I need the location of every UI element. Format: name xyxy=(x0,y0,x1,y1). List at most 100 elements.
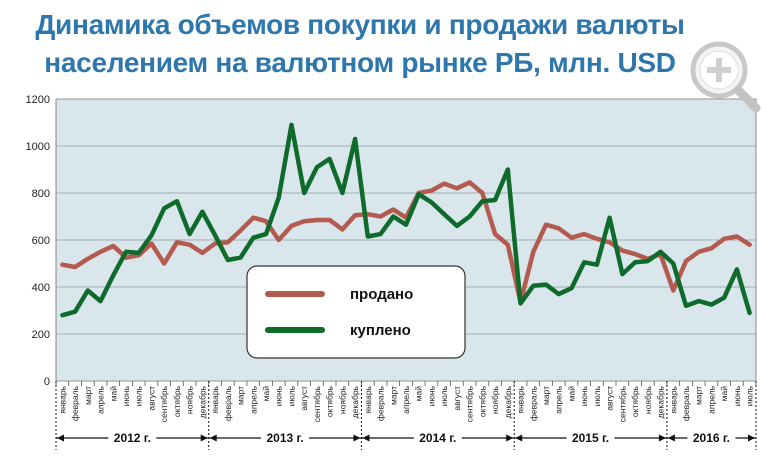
x-axis: январь февраль март апрель май июнь июль август… xyxy=(55,381,757,422)
year-arrow-left xyxy=(362,434,370,442)
y-tick-label: 1200 xyxy=(26,94,50,106)
data-point xyxy=(60,263,64,267)
data-point xyxy=(671,288,675,293)
year-arrow-right xyxy=(658,434,666,442)
data-point xyxy=(722,295,726,300)
data-point xyxy=(595,237,599,241)
x-tick-label: февраль xyxy=(376,385,386,421)
data-point xyxy=(162,206,166,210)
series-lines xyxy=(60,122,752,318)
year-label: 2013 г. xyxy=(267,431,304,445)
data-point xyxy=(391,207,395,212)
year-label: 2012 г. xyxy=(114,431,151,445)
year-label-bg xyxy=(108,429,157,447)
data-point xyxy=(684,259,688,263)
zoom-in-magnifier-icon[interactable] xyxy=(686,38,766,118)
data-point xyxy=(429,200,434,204)
data-point xyxy=(86,288,90,293)
year-label: 2016 г. xyxy=(693,431,730,445)
data-point xyxy=(162,261,166,266)
data-point xyxy=(226,240,230,244)
data-point xyxy=(353,137,357,141)
data-point xyxy=(264,219,268,223)
x-tick-label: июль xyxy=(439,385,449,406)
chart-title-line-1: Динамика объемов покупки и продажи валют… xyxy=(35,9,685,40)
year-brackets: 2012 г. 2013 г. 2014 г. 2015 г. 2016 г. xyxy=(55,381,757,450)
data-point xyxy=(340,227,344,232)
data-point xyxy=(226,258,230,262)
x-tick-label: март xyxy=(83,386,93,405)
x-tick-label: март xyxy=(388,386,398,405)
chart-title-line-2: населением на валютном рынке РБ, млн. US… xyxy=(44,47,676,78)
x-tick-label: февраль xyxy=(681,385,691,421)
data-point xyxy=(264,232,268,236)
data-point xyxy=(124,250,128,254)
data-point xyxy=(633,252,637,256)
data-point xyxy=(277,196,281,200)
data-point xyxy=(175,240,179,244)
x-tick-label: февраль xyxy=(528,385,538,421)
x-tick-label: декабрь xyxy=(350,385,360,418)
data-point xyxy=(378,214,383,219)
data-point xyxy=(633,260,637,264)
year-label-bg xyxy=(566,429,615,447)
data-point xyxy=(442,212,446,216)
x-tick-label: июль xyxy=(134,385,144,406)
x-tick-label: январь xyxy=(57,385,67,413)
x-tick-label: октябрь xyxy=(172,385,182,417)
data-point xyxy=(735,234,739,239)
data-point xyxy=(480,191,484,195)
data-point xyxy=(748,243,752,247)
data-point xyxy=(251,216,255,220)
data-point xyxy=(404,223,408,227)
data-point xyxy=(366,234,370,239)
x-tick-label: февраль xyxy=(223,385,233,421)
data-point xyxy=(328,218,332,222)
year-label-bg xyxy=(687,429,736,447)
data-point xyxy=(213,241,217,246)
x-tick-label: декабрь xyxy=(656,385,666,418)
year-arrow-right xyxy=(748,434,755,442)
x-tick-label: июнь xyxy=(579,385,589,406)
data-point xyxy=(506,243,510,247)
data-point xyxy=(582,260,586,264)
year-arrow-left xyxy=(57,434,64,442)
x-tick-label: декабрь xyxy=(503,385,513,418)
data-point xyxy=(544,223,548,227)
data-point xyxy=(709,246,714,250)
data-point xyxy=(544,283,548,287)
x-tick-label: октябрь xyxy=(325,385,335,417)
legend-label-sold: продано xyxy=(350,286,413,303)
x-tick-label: апрель xyxy=(706,385,716,413)
data-point xyxy=(506,167,510,172)
y-tick-label: 600 xyxy=(32,235,50,247)
x-tick-label: август xyxy=(299,386,309,411)
year-arrow-left xyxy=(667,434,675,442)
x-tick-label: май xyxy=(261,386,271,402)
data-point xyxy=(595,263,599,267)
data-point xyxy=(531,250,535,254)
x-tick-label: сентябрь xyxy=(465,385,475,422)
x-tick-label: июнь xyxy=(732,385,742,406)
year-arrow-right xyxy=(353,434,361,442)
data-point xyxy=(200,210,204,214)
x-tick-label: октябрь xyxy=(477,385,487,417)
year-label-bg xyxy=(261,429,310,447)
data-point xyxy=(646,259,650,263)
x-tick-label: апрель xyxy=(96,385,106,413)
data-point xyxy=(455,224,459,228)
data-point xyxy=(315,218,319,222)
data-point xyxy=(353,213,357,217)
data-point xyxy=(493,232,497,236)
x-tick-label: ноябрь xyxy=(337,385,347,414)
x-tick-label: февраль xyxy=(70,385,80,421)
data-point xyxy=(73,310,77,314)
data-point xyxy=(620,272,624,276)
data-point xyxy=(213,233,217,237)
x-tick-label: май xyxy=(566,386,576,402)
x-tick-label: август xyxy=(146,386,156,411)
x-tick-label: март xyxy=(694,386,704,405)
data-point xyxy=(658,250,663,254)
chart-title: Динамика объемов покупки и продажи валют… xyxy=(20,6,700,82)
